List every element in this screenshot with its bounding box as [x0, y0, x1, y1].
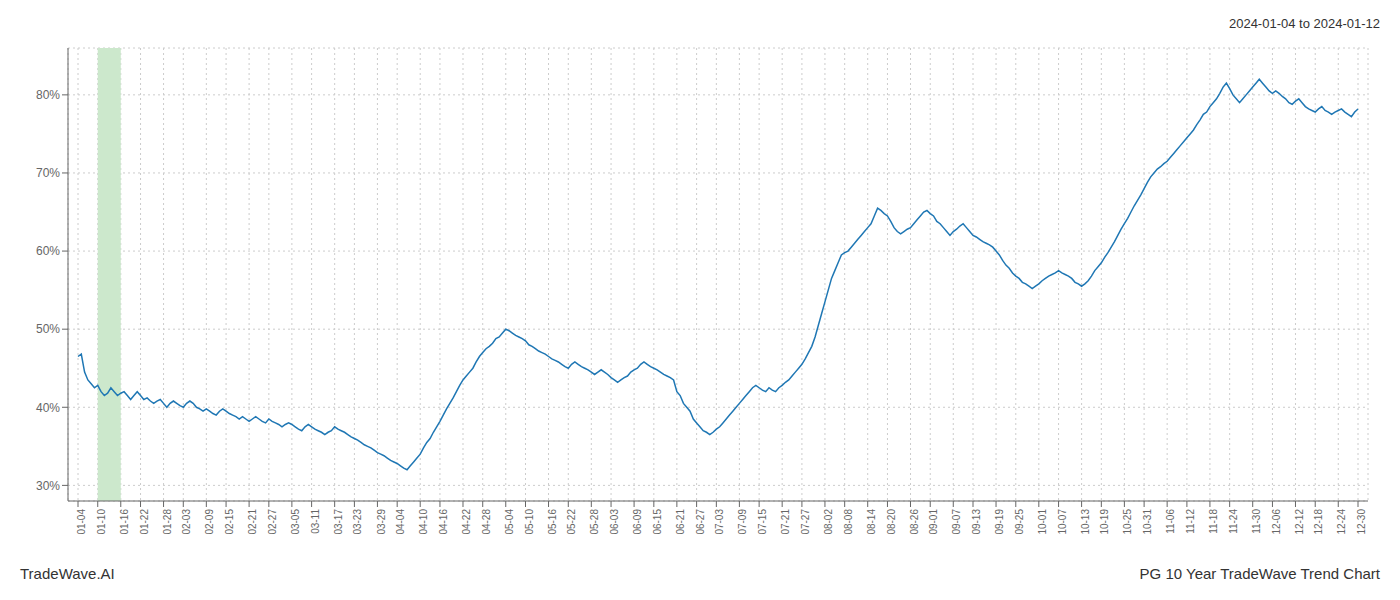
svg-text:07-21: 07-21 — [780, 509, 791, 535]
svg-text:01-28: 01-28 — [162, 509, 173, 535]
svg-text:08-08: 08-08 — [843, 509, 854, 535]
svg-text:12-18: 12-18 — [1313, 509, 1324, 535]
svg-text:04-16: 04-16 — [438, 509, 449, 535]
svg-text:02-15: 02-15 — [224, 509, 235, 535]
svg-text:06-15: 06-15 — [652, 509, 663, 535]
svg-text:09-07: 09-07 — [951, 509, 962, 535]
svg-text:07-15: 07-15 — [757, 509, 768, 535]
svg-text:10-25: 10-25 — [1122, 509, 1133, 535]
svg-text:09-19: 09-19 — [994, 509, 1005, 535]
svg-text:02-21: 02-21 — [247, 509, 258, 535]
svg-text:60%: 60% — [36, 244, 60, 258]
svg-text:04-28: 04-28 — [481, 509, 492, 535]
svg-text:01-16: 01-16 — [119, 509, 130, 535]
svg-text:10-31: 10-31 — [1142, 509, 1153, 535]
svg-text:05-16: 05-16 — [547, 509, 558, 535]
svg-text:11-30: 11-30 — [1251, 509, 1262, 534]
svg-text:07-09: 07-09 — [737, 509, 748, 535]
svg-text:12-06: 12-06 — [1271, 509, 1282, 535]
svg-text:70%: 70% — [36, 166, 60, 180]
svg-text:01-22: 01-22 — [139, 509, 150, 535]
svg-text:30%: 30% — [36, 479, 60, 493]
svg-text:08-26: 08-26 — [909, 509, 920, 535]
svg-text:80%: 80% — [36, 88, 60, 102]
svg-text:01-10: 01-10 — [96, 509, 107, 535]
svg-text:10-01: 10-01 — [1037, 509, 1048, 535]
svg-text:12-12: 12-12 — [1294, 509, 1305, 535]
html-text:TradeWave.AI: TradeWave.AI — [20, 564, 115, 582]
html-text:2024-01-04 to 2024-01-12: 2024-01-04 to 2024-01-12 — [1228, 15, 1380, 31]
svg-text:04-04: 04-04 — [395, 509, 406, 535]
svg-text:05-10: 05-10 — [524, 509, 535, 535]
svg-text:03-23: 03-23 — [353, 509, 364, 535]
svg-text:09-13: 09-13 — [971, 509, 982, 535]
svg-text:03-17: 03-17 — [333, 509, 344, 535]
svg-text:01-04: 01-04 — [76, 509, 87, 535]
svg-text:07-27: 07-27 — [800, 509, 811, 535]
svg-text:06-21: 06-21 — [675, 509, 686, 535]
svg-text:08-02: 08-02 — [823, 509, 834, 535]
svg-text:07-03: 07-03 — [714, 509, 725, 535]
svg-text:12-24: 12-24 — [1336, 509, 1347, 535]
svg-text:11-18: 11-18 — [1208, 509, 1219, 534]
svg-text:09-01: 09-01 — [928, 509, 939, 535]
svg-text:11-24: 11-24 — [1228, 509, 1239, 534]
svg-text:04-22: 04-22 — [461, 509, 472, 535]
svg-text:12-30: 12-30 — [1356, 509, 1367, 535]
svg-text:50%: 50% — [36, 322, 60, 336]
svg-text:08-20: 08-20 — [886, 509, 897, 535]
svg-text:10-19: 10-19 — [1099, 509, 1110, 535]
svg-text:06-27: 06-27 — [695, 509, 706, 535]
svg-text:03-29: 03-29 — [376, 509, 387, 535]
svg-text:10-13: 10-13 — [1080, 509, 1091, 535]
svg-text:40%: 40% — [36, 401, 60, 415]
svg-text:02-27: 02-27 — [267, 509, 278, 535]
svg-text:02-09: 02-09 — [204, 509, 215, 535]
svg-text:09-25: 09-25 — [1014, 509, 1025, 535]
svg-text:05-22: 05-22 — [566, 509, 577, 535]
svg-text:03-05: 03-05 — [290, 509, 301, 535]
svg-text:11-12: 11-12 — [1185, 509, 1196, 534]
svg-text:08-14: 08-14 — [866, 509, 877, 535]
svg-text:05-28: 05-28 — [589, 509, 600, 535]
svg-text:05-04: 05-04 — [504, 509, 515, 535]
svg-text:06-03: 06-03 — [609, 509, 620, 535]
svg-text:03-11: 03-11 — [310, 509, 321, 534]
svg-text:11-06: 11-06 — [1165, 509, 1176, 534]
svg-text:06-09: 06-09 — [632, 509, 643, 535]
svg-text:04-10: 04-10 — [418, 509, 429, 535]
html-text:PG 10 Year TradeWave Trend Cha: PG 10 Year TradeWave Trend Chart — [1139, 564, 1380, 582]
svg-text:02-03: 02-03 — [181, 509, 192, 535]
svg-text:10-07: 10-07 — [1057, 509, 1068, 535]
